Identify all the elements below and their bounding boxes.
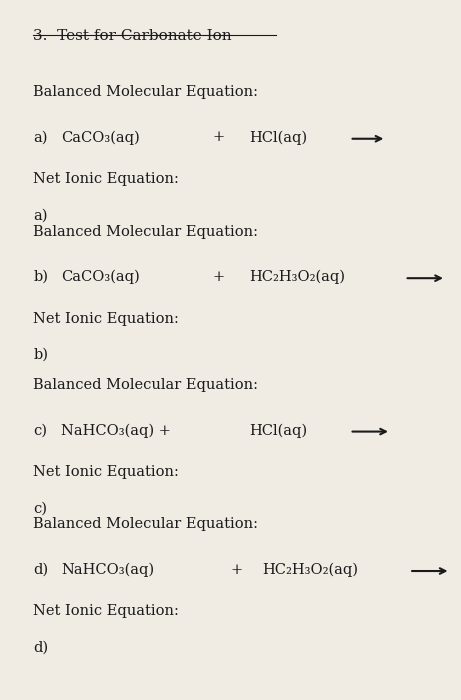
Text: Balanced Molecular Equation:: Balanced Molecular Equation: xyxy=(34,378,259,392)
Text: a): a) xyxy=(34,209,48,223)
Text: CaCO₃(aq): CaCO₃(aq) xyxy=(61,270,140,284)
Text: Net Ionic Equation:: Net Ionic Equation: xyxy=(34,605,179,619)
Text: c): c) xyxy=(34,501,47,515)
Text: HC₂H₃O₂(aq): HC₂H₃O₂(aq) xyxy=(249,270,345,284)
Text: Net Ionic Equation:: Net Ionic Equation: xyxy=(34,465,179,479)
Text: d): d) xyxy=(34,563,48,577)
Text: HCl(aq): HCl(aq) xyxy=(249,424,307,438)
Text: b): b) xyxy=(34,270,48,284)
Text: Balanced Molecular Equation:: Balanced Molecular Equation: xyxy=(34,85,259,99)
Text: +: + xyxy=(212,270,225,284)
Text: +: + xyxy=(230,563,242,577)
Text: NaHCO₃(aq): NaHCO₃(aq) xyxy=(61,563,154,577)
Text: HCl(aq): HCl(aq) xyxy=(249,130,307,145)
Text: Net Ionic Equation:: Net Ionic Equation: xyxy=(34,172,179,186)
Text: Net Ionic Equation:: Net Ionic Equation: xyxy=(34,312,179,326)
Text: c): c) xyxy=(34,424,47,438)
Text: Balanced Molecular Equation:: Balanced Molecular Equation: xyxy=(34,517,259,531)
Text: a): a) xyxy=(34,130,48,144)
Text: d): d) xyxy=(34,640,48,654)
Text: HC₂H₃O₂(aq): HC₂H₃O₂(aq) xyxy=(263,563,359,577)
Text: +: + xyxy=(212,130,225,144)
Text: b): b) xyxy=(34,348,48,362)
Text: 3.  Test for Carbonate Ion: 3. Test for Carbonate Ion xyxy=(34,29,232,43)
Text: NaHCO₃(aq) +: NaHCO₃(aq) + xyxy=(61,424,171,438)
Text: Balanced Molecular Equation:: Balanced Molecular Equation: xyxy=(34,225,259,239)
Text: CaCO₃(aq): CaCO₃(aq) xyxy=(61,130,140,145)
